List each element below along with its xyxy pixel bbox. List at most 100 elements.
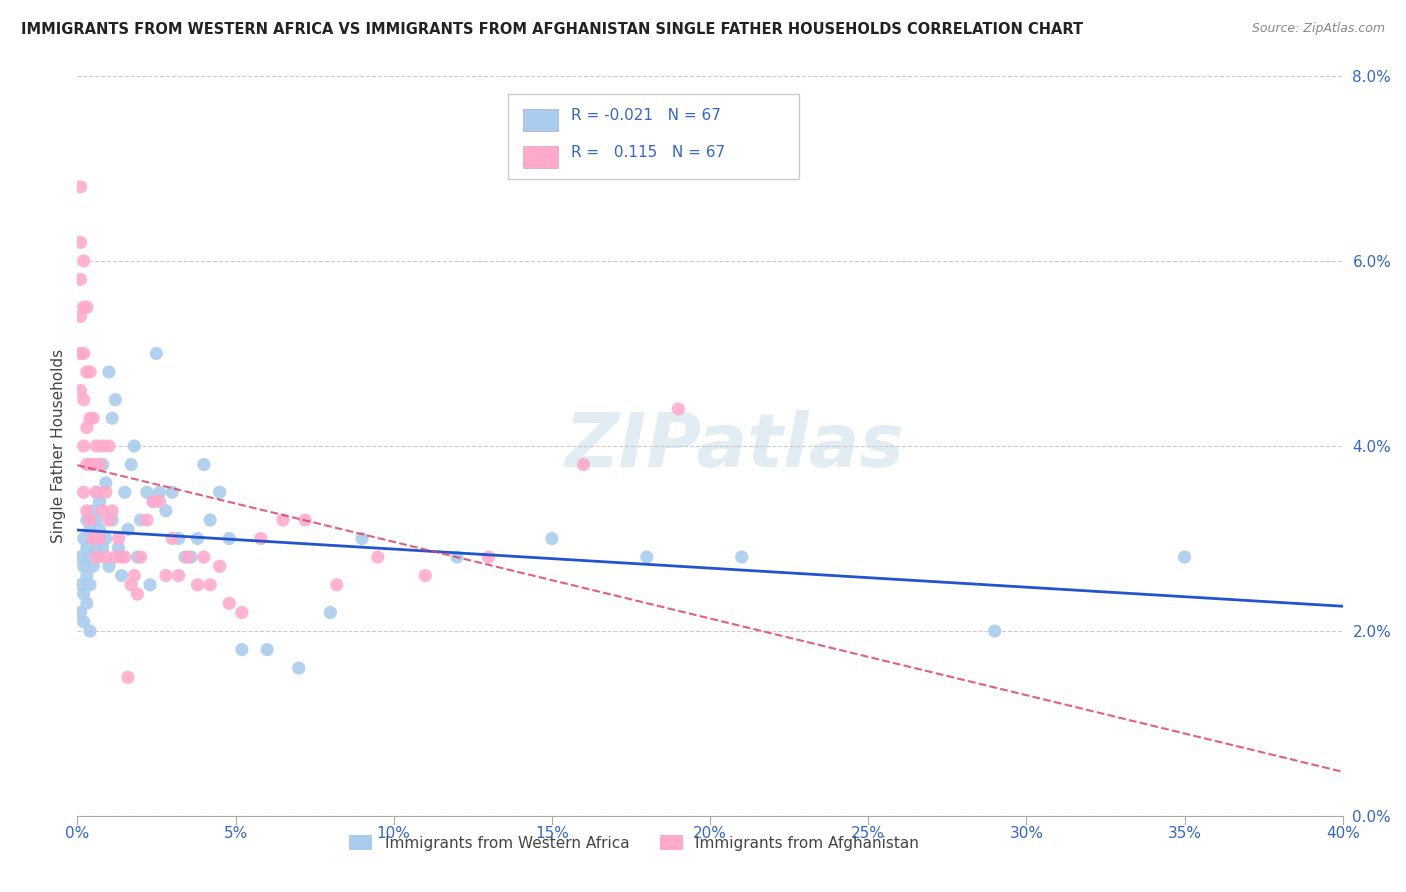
Point	[101, 504, 124, 518]
Point	[231, 606, 253, 620]
Point	[111, 568, 132, 582]
Point	[107, 532, 129, 546]
Point	[288, 661, 311, 675]
Point	[82, 532, 104, 546]
Point	[120, 458, 142, 472]
Point	[79, 578, 101, 592]
Point	[167, 568, 190, 582]
Point	[177, 549, 200, 565]
Point	[73, 392, 96, 407]
Point	[69, 578, 91, 592]
Point	[94, 485, 117, 500]
Point	[540, 532, 562, 546]
Point	[271, 513, 294, 527]
Point	[104, 392, 127, 407]
Point	[89, 549, 111, 565]
Point	[319, 606, 342, 620]
Point	[91, 439, 114, 453]
Point	[186, 532, 209, 546]
Point	[76, 568, 98, 582]
Text: R = -0.021   N = 67: R = -0.021 N = 67	[571, 108, 721, 123]
Point	[162, 532, 183, 546]
Point	[352, 532, 374, 546]
Point	[82, 532, 104, 546]
Point	[69, 310, 91, 324]
Text: IMMIGRANTS FROM WESTERN AFRICA VS IMMIGRANTS FROM AFGHANISTAN SINGLE FATHER HOUS: IMMIGRANTS FROM WESTERN AFRICA VS IMMIGR…	[21, 22, 1083, 37]
Point	[98, 365, 120, 379]
Point	[101, 513, 124, 527]
Point	[636, 549, 658, 565]
Legend: Immigrants from Western Africa, Immigrants from Afghanistan: Immigrants from Western Africa, Immigran…	[343, 829, 925, 856]
Point	[120, 578, 142, 592]
Point	[79, 513, 101, 527]
Point	[86, 541, 108, 555]
Point	[413, 568, 436, 582]
Point	[82, 504, 104, 518]
Point	[73, 532, 96, 546]
Point	[326, 578, 349, 592]
Y-axis label: Single Father Households: Single Father Households	[51, 349, 66, 543]
Point	[129, 513, 152, 527]
Point	[135, 513, 157, 527]
Point	[79, 365, 101, 379]
FancyBboxPatch shape	[523, 146, 558, 169]
Point	[193, 458, 215, 472]
Point	[94, 532, 117, 546]
Point	[73, 615, 96, 629]
Point	[79, 549, 101, 565]
Point	[79, 624, 101, 639]
Point	[76, 300, 98, 314]
Point	[174, 549, 197, 565]
Point	[69, 272, 91, 286]
Point	[124, 568, 146, 582]
Point	[76, 596, 98, 610]
Point	[155, 504, 177, 518]
Point	[86, 439, 108, 453]
Point	[218, 532, 240, 546]
Point	[69, 384, 91, 398]
Point	[294, 513, 316, 527]
Point	[139, 578, 162, 592]
Point	[94, 476, 117, 491]
Point	[101, 411, 124, 425]
Point	[89, 494, 111, 508]
Point	[86, 549, 108, 565]
Point	[127, 587, 149, 601]
Point	[149, 485, 172, 500]
Point	[98, 439, 120, 453]
Point	[162, 485, 183, 500]
Point	[256, 642, 278, 657]
Point	[208, 485, 231, 500]
Point	[200, 578, 222, 592]
Point	[98, 513, 120, 527]
Point	[731, 549, 754, 565]
Point	[250, 532, 273, 546]
Point	[1173, 549, 1195, 565]
Point	[82, 411, 104, 425]
Text: ZIPatlas: ZIPatlas	[565, 409, 905, 483]
Point	[76, 365, 98, 379]
Point	[477, 549, 501, 565]
Point	[89, 522, 111, 536]
Point	[142, 494, 165, 508]
Point	[76, 504, 98, 518]
Point	[98, 559, 120, 574]
Point	[186, 578, 209, 592]
Point	[69, 235, 91, 250]
Point	[86, 485, 108, 500]
Point	[145, 346, 167, 360]
Point	[104, 549, 127, 565]
Point	[117, 670, 139, 684]
FancyBboxPatch shape	[523, 109, 558, 131]
Point	[69, 179, 91, 194]
Point	[76, 420, 98, 434]
Point	[367, 549, 389, 565]
Point	[218, 596, 240, 610]
Point	[73, 587, 96, 601]
Point	[111, 549, 132, 565]
Point	[79, 411, 101, 425]
Point	[231, 642, 253, 657]
Point	[73, 485, 96, 500]
Point	[572, 458, 595, 472]
Point	[94, 549, 117, 565]
